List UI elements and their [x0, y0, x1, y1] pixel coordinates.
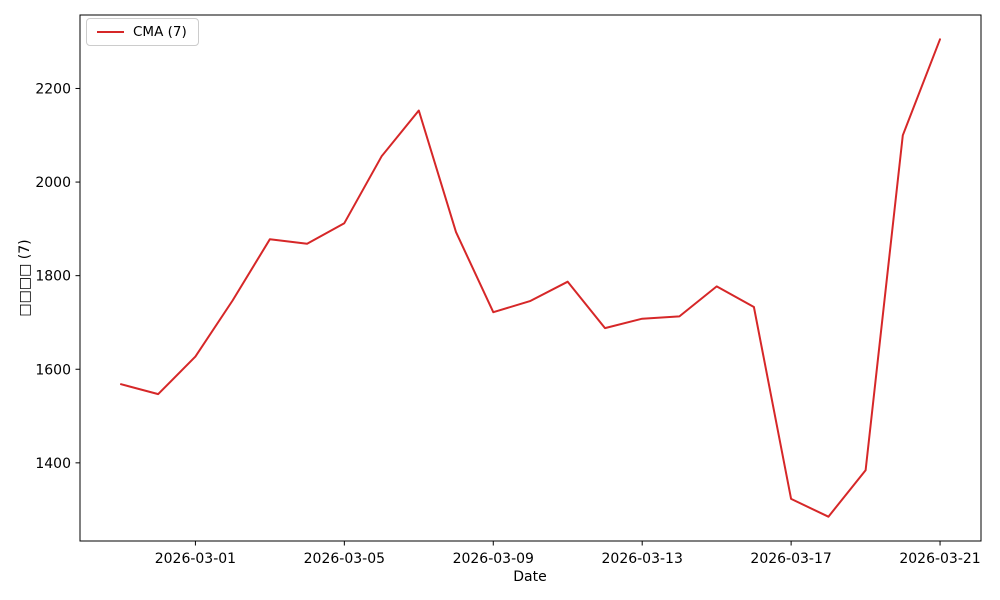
legend-label: CMA (7) [133, 24, 187, 40]
x-tick-label: 2026-03-01 [155, 551, 236, 567]
legend-line-swatch [97, 31, 124, 33]
x-tick-label: 2026-03-05 [304, 551, 385, 567]
cma-line [120, 38, 941, 518]
y-tick-label: 1600 [35, 362, 71, 378]
y-tick-label: 2000 [35, 175, 71, 191]
y-tick-label: 2200 [35, 81, 71, 97]
y-axis-label: □□□□ (7) [17, 239, 33, 317]
legend: CMA (7) [86, 18, 199, 46]
y-tick-label: 1800 [35, 269, 71, 285]
plot-area-spines [79, 14, 982, 542]
x-tick-label: 2026-03-21 [899, 551, 980, 567]
x-tick-label: 2026-03-17 [750, 551, 831, 567]
x-tick-label: 2026-03-13 [602, 551, 683, 567]
x-axis-label: Date [513, 569, 547, 585]
y-tick-label: 1400 [35, 456, 71, 472]
x-tick-label: 2026-03-09 [453, 551, 534, 567]
